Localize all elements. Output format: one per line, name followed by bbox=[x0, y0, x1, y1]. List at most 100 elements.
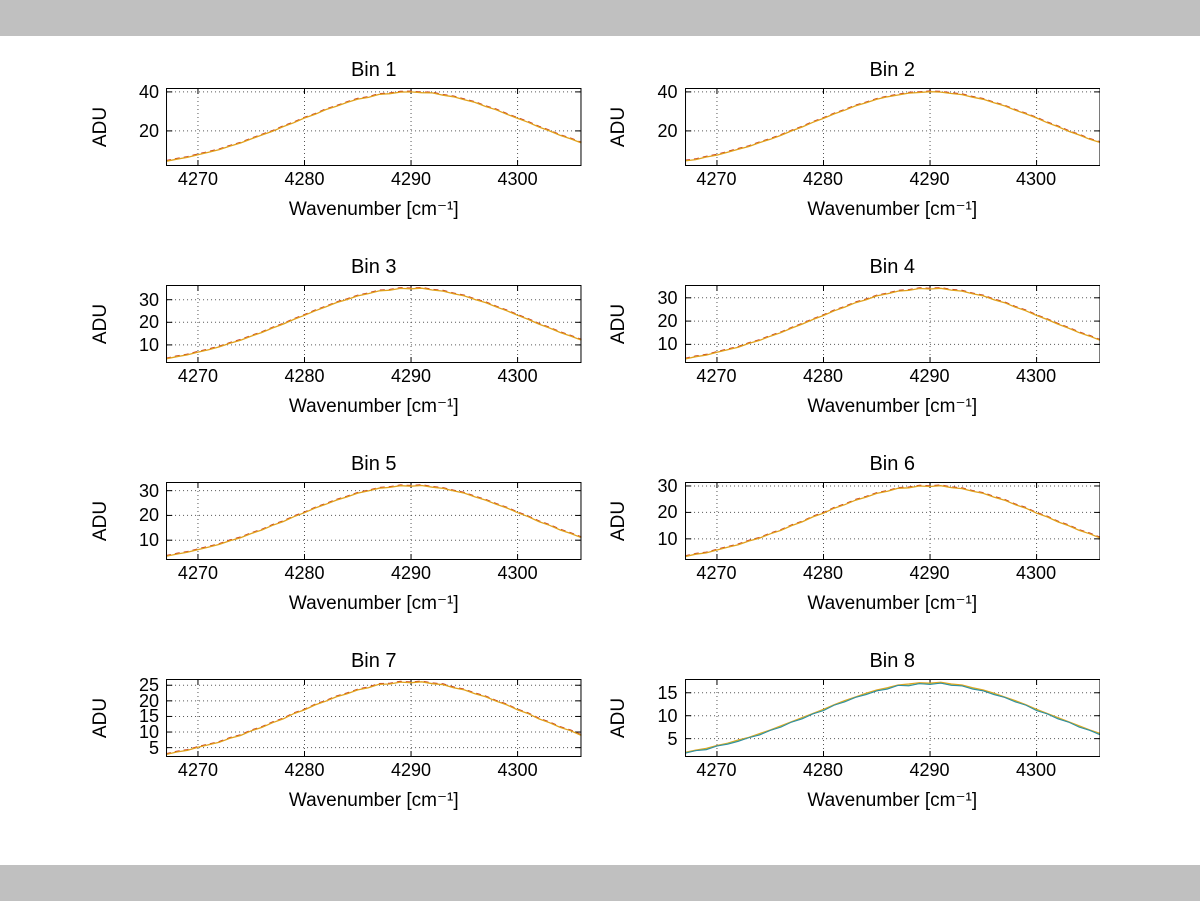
plot-area bbox=[166, 88, 582, 166]
subplot-grid: Bin 1 ADU 20 40 4270 4280 4290 4300 Wavenumb… bbox=[88, 42, 1100, 830]
plot-canvas bbox=[166, 679, 582, 757]
plot-row: ADU 20 40 bbox=[607, 82, 1101, 166]
x-tick-label: 4280 bbox=[802, 760, 844, 780]
x-tick-label: 4270 bbox=[177, 760, 218, 780]
plot-row: ADU 10 20 30 bbox=[607, 476, 1101, 560]
trace-dashed bbox=[166, 485, 582, 556]
x-tick-label: 4300 bbox=[497, 760, 538, 780]
plot-area bbox=[684, 88, 1101, 166]
plot-row: ADU 5 10 15 20 25 bbox=[88, 675, 582, 758]
x-axis-ticks: 4270 4280 4290 4300 bbox=[685, 757, 1101, 785]
plot-canvas bbox=[685, 679, 1101, 757]
y-axis-label-text: ADU bbox=[90, 303, 111, 345]
y-axis-label-text: ADU bbox=[90, 500, 111, 542]
y-tick-label: 10 bbox=[138, 722, 159, 743]
y-axis-label: ADU bbox=[607, 285, 633, 363]
x-tick-label: 4290 bbox=[909, 760, 950, 780]
x-axis-ticks: 4270 4280 4290 4300 bbox=[166, 560, 582, 588]
y-axis-label-text: ADU bbox=[90, 697, 111, 739]
y-tick-label: 40 bbox=[138, 81, 159, 102]
plot-canvas bbox=[685, 285, 1101, 363]
x-axis-ticks: 4270 4280 4290 4300 bbox=[166, 757, 582, 785]
chart-title: Bin 5 bbox=[350, 453, 397, 475]
x-axis-label: Wavenumber [cm⁻¹] bbox=[288, 199, 459, 220]
y-tick-label: 10 bbox=[657, 334, 678, 355]
x-axis-ticks: 4270 4280 4290 4300 bbox=[166, 363, 582, 391]
y-tick-label: 20 bbox=[657, 311, 678, 332]
x-axis-ticks: 4270 4280 4290 4300 bbox=[685, 166, 1101, 194]
x-tick-label: 4280 bbox=[802, 563, 844, 583]
plot-row: ADU 10 20 30 bbox=[607, 285, 1101, 363]
x-tick-label: 4290 bbox=[909, 169, 950, 189]
subplot-bin-4: Bin 4 ADU 10 20 30 4270 4280 4290 4300 Wavenu… bbox=[607, 239, 1101, 436]
window-chrome-bottom bbox=[0, 865, 1200, 901]
subplot-bin-1: Bin 1 ADU 20 40 4270 4280 4290 4300 Wavenumb… bbox=[88, 42, 582, 239]
y-tick-label: 20 bbox=[138, 312, 159, 333]
y-tick-label: 20 bbox=[138, 505, 159, 526]
x-tick-label: 4300 bbox=[1016, 169, 1057, 189]
y-axis-label: ADU bbox=[607, 482, 633, 560]
y-axis-label-text: ADU bbox=[608, 500, 630, 542]
y-axis-label: ADU bbox=[607, 679, 633, 757]
trace-main bbox=[166, 92, 582, 161]
x-tick-label: 4290 bbox=[391, 563, 432, 583]
trace-main bbox=[166, 288, 582, 359]
plot-canvas bbox=[166, 88, 582, 166]
x-axis-label: Wavenumber [cm⁻¹] bbox=[807, 396, 978, 417]
plot-canvas bbox=[166, 482, 582, 560]
x-tick-label: 4290 bbox=[391, 169, 432, 189]
window-chrome-top bbox=[0, 0, 1200, 36]
x-tick-label: 4270 bbox=[177, 169, 218, 189]
x-tick-label: 4270 bbox=[177, 366, 218, 386]
y-axis-ticks: 10 20 30 bbox=[114, 285, 166, 363]
x-axis-ticks: 4270 4280 4290 4300 bbox=[166, 166, 582, 194]
plot-canvas bbox=[166, 285, 582, 363]
y-axis-ticks: 10 20 30 bbox=[633, 476, 685, 560]
y-tick-label: 15 bbox=[657, 682, 678, 703]
x-tick-label: 4280 bbox=[284, 169, 325, 189]
x-tick-label: 4290 bbox=[909, 563, 950, 583]
trace-main bbox=[166, 486, 582, 557]
y-axis-label-text: ADU bbox=[608, 697, 630, 739]
plot-area bbox=[684, 679, 1101, 757]
x-tick-label: 4280 bbox=[802, 366, 844, 386]
trace-main bbox=[685, 92, 1101, 161]
x-tick-label: 4300 bbox=[497, 366, 538, 386]
x-tick-label: 4270 bbox=[696, 366, 737, 386]
y-tick-label: 25 bbox=[138, 675, 159, 696]
x-axis-label: Wavenumber [cm⁻¹] bbox=[288, 790, 459, 811]
y-axis-ticks: 10 20 30 bbox=[114, 480, 166, 560]
plot-canvas bbox=[685, 482, 1101, 560]
y-tick-label: 10 bbox=[138, 334, 159, 355]
x-tick-label: 4300 bbox=[1016, 563, 1057, 583]
y-axis-label: ADU bbox=[88, 482, 114, 560]
y-tick-label: 20 bbox=[657, 120, 678, 141]
plot-area bbox=[166, 482, 582, 560]
trace-dashed bbox=[166, 681, 582, 754]
y-tick-label: 10 bbox=[657, 705, 678, 726]
plot-canvas bbox=[685, 88, 1101, 166]
x-tick-label: 4270 bbox=[696, 563, 737, 583]
y-axis-label-text: ADU bbox=[608, 106, 630, 148]
trace-dashed bbox=[166, 287, 582, 358]
x-tick-label: 4270 bbox=[696, 169, 737, 189]
trace-dashed bbox=[685, 91, 1101, 160]
y-tick-label: 10 bbox=[138, 530, 159, 551]
x-tick-label: 4280 bbox=[284, 563, 325, 583]
y-tick-label: 40 bbox=[657, 81, 678, 102]
x-tick-label: 4280 bbox=[802, 169, 844, 189]
chart-title: Bin 3 bbox=[350, 256, 397, 278]
x-axis-ticks: 4270 4280 4290 4300 bbox=[685, 560, 1101, 588]
trace-teal bbox=[685, 683, 1101, 753]
trace-dashed bbox=[685, 485, 1101, 556]
chart-title: Bin 8 bbox=[869, 650, 916, 672]
x-axis-label: Wavenumber [cm⁻¹] bbox=[807, 199, 978, 220]
plot-row: ADU 5 10 15 bbox=[607, 679, 1101, 757]
plot-area bbox=[166, 679, 582, 757]
y-tick-label: 30 bbox=[138, 480, 159, 501]
chart-title: Bin 4 bbox=[869, 256, 916, 278]
y-axis-label-text: ADU bbox=[608, 303, 630, 345]
y-axis-label: ADU bbox=[607, 88, 633, 166]
y-tick-label: 20 bbox=[138, 120, 159, 141]
